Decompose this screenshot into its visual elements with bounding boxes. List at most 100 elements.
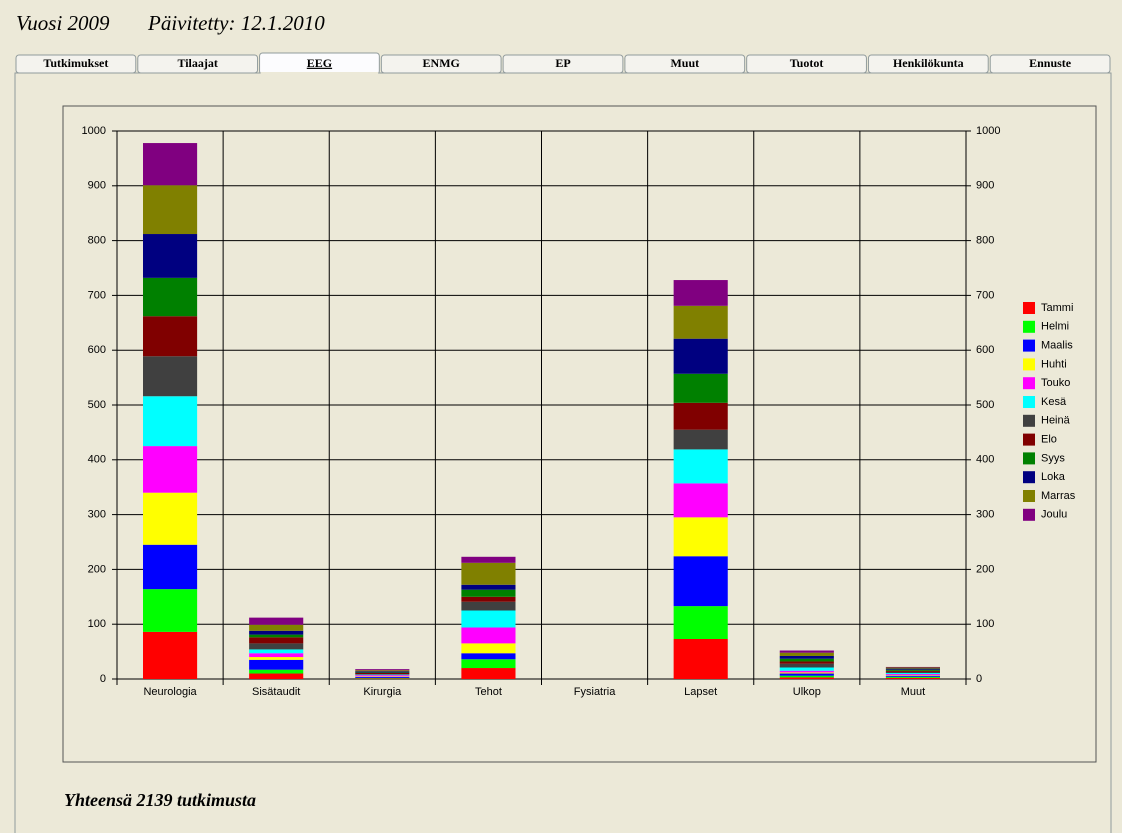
legend-label: Maalis (1041, 340, 1073, 352)
tab-label[interactable]: Tuotot (790, 56, 824, 70)
bar-segment (885, 677, 940, 679)
tab[interactable]: ENMG (380, 54, 502, 74)
bar-segment (355, 676, 410, 677)
bar-segment (461, 596, 516, 602)
legend-label: Heinä (1041, 415, 1071, 427)
legend-label: Helmi (1041, 321, 1069, 333)
y-tick-label: 800 (88, 235, 106, 247)
bar-segment (673, 483, 728, 518)
bar-segment (355, 672, 410, 673)
bar-segment (673, 280, 728, 306)
bar-segment (673, 606, 728, 639)
tab-label[interactable]: Ennuste (1029, 56, 1072, 70)
y2-tick-label: 600 (976, 344, 994, 356)
bar-segment (461, 610, 516, 628)
updated: Päivitetty: 12.1.2010 (147, 11, 325, 35)
tab-label[interactable]: ENMG (423, 56, 460, 70)
bar-segment (355, 669, 410, 671)
chart-frame (62, 105, 1097, 763)
tab-shape (502, 54, 624, 74)
legend-swatch (1023, 452, 1035, 465)
bar-segment (143, 589, 198, 632)
tab-label[interactable]: EEG (307, 56, 332, 70)
y2-tick-label: 900 (976, 180, 994, 192)
tab[interactable]: Tilaajat (137, 54, 259, 74)
x-tick-label: Kirurgia (363, 686, 402, 698)
bar-segment (143, 316, 198, 357)
bar-segment (461, 643, 516, 654)
bar-segment (355, 675, 410, 677)
tab[interactable]: EP (502, 54, 624, 74)
bar-segment (249, 637, 304, 644)
bar-segment (143, 544, 198, 590)
tab-shape (380, 54, 502, 74)
legend-label: Joulu (1041, 509, 1067, 521)
bar-segment (143, 143, 198, 186)
bar-segment (143, 492, 198, 545)
legend-label: Touko (1041, 377, 1070, 389)
bar-segment (885, 675, 940, 677)
y-tick-label: 400 (88, 454, 106, 466)
bar-segment (885, 676, 940, 678)
chart: 0 0 100 100 200 200 300 300 400 400 500 500 600 600 70… (82, 125, 1076, 698)
legend-label: Tammi (1041, 302, 1073, 314)
bar-segment (885, 670, 940, 672)
bar-segment (249, 649, 304, 654)
tab[interactable]: EEG (259, 52, 380, 75)
bar-segment (673, 638, 728, 679)
tab[interactable]: Tutkimukset (15, 54, 137, 74)
bar-segment (461, 589, 516, 597)
bar-segment (143, 277, 198, 317)
bar-segment (673, 338, 728, 374)
bar-segment (461, 584, 516, 590)
y2-tick-label: 100 (976, 618, 994, 630)
legend-swatch (1023, 396, 1035, 408)
bar-segment (355, 672, 410, 675)
y2-tick-label: 800 (976, 235, 994, 247)
y2-tick-label: 0 (976, 673, 982, 685)
bar-segment (779, 652, 834, 656)
y-tick-label: 500 (88, 399, 106, 411)
tab-label[interactable]: Henkilökunta (893, 56, 964, 70)
bar-segment (143, 631, 198, 679)
y-tick-label: 700 (88, 289, 106, 301)
legend-swatch (1023, 339, 1035, 352)
bar-segment (673, 449, 728, 484)
bar-segment (355, 677, 410, 679)
x-tick-label: Neurologia (143, 686, 197, 698)
y2-tick-label: 400 (976, 454, 994, 466)
legend-swatch (1023, 414, 1035, 427)
legend-label: Loka (1041, 471, 1066, 483)
bar-segment (143, 234, 198, 278)
bar-segment (249, 643, 304, 650)
bar-segment (143, 446, 198, 493)
legend-swatch (1023, 490, 1035, 502)
bar-segment (885, 674, 940, 676)
y-tick-label: 100 (88, 618, 106, 630)
tab-shape (746, 54, 867, 74)
bar-segment (673, 305, 728, 339)
y-tick-label: 0 (100, 673, 106, 685)
tab[interactable]: Muut (624, 54, 746, 74)
bar-segment (885, 668, 940, 670)
tab-label[interactable]: Muut (670, 56, 699, 70)
bar-segment (885, 669, 940, 671)
tab[interactable]: Tuotot (746, 54, 867, 74)
bar-segment (779, 677, 834, 679)
bar-segment (249, 617, 304, 625)
bar-segment (779, 655, 834, 659)
tab[interactable]: Henkilökunta (867, 54, 989, 74)
tab-label[interactable]: Tilaajat (177, 56, 217, 70)
tab-label[interactable]: EP (555, 56, 570, 70)
legend-label: Syys (1041, 452, 1065, 464)
legend-swatch (1023, 377, 1035, 390)
tab-gap (260, 72, 379, 75)
bar-segment (779, 673, 834, 676)
tab-label[interactable]: Tutkimukset (43, 56, 108, 70)
bar-segment (249, 669, 304, 674)
tab-shape (867, 54, 989, 74)
bar-segment (355, 670, 410, 672)
x-tick-label: Tehot (475, 686, 502, 698)
bar-segment (355, 674, 410, 676)
tab[interactable]: Ennuste (989, 54, 1111, 74)
